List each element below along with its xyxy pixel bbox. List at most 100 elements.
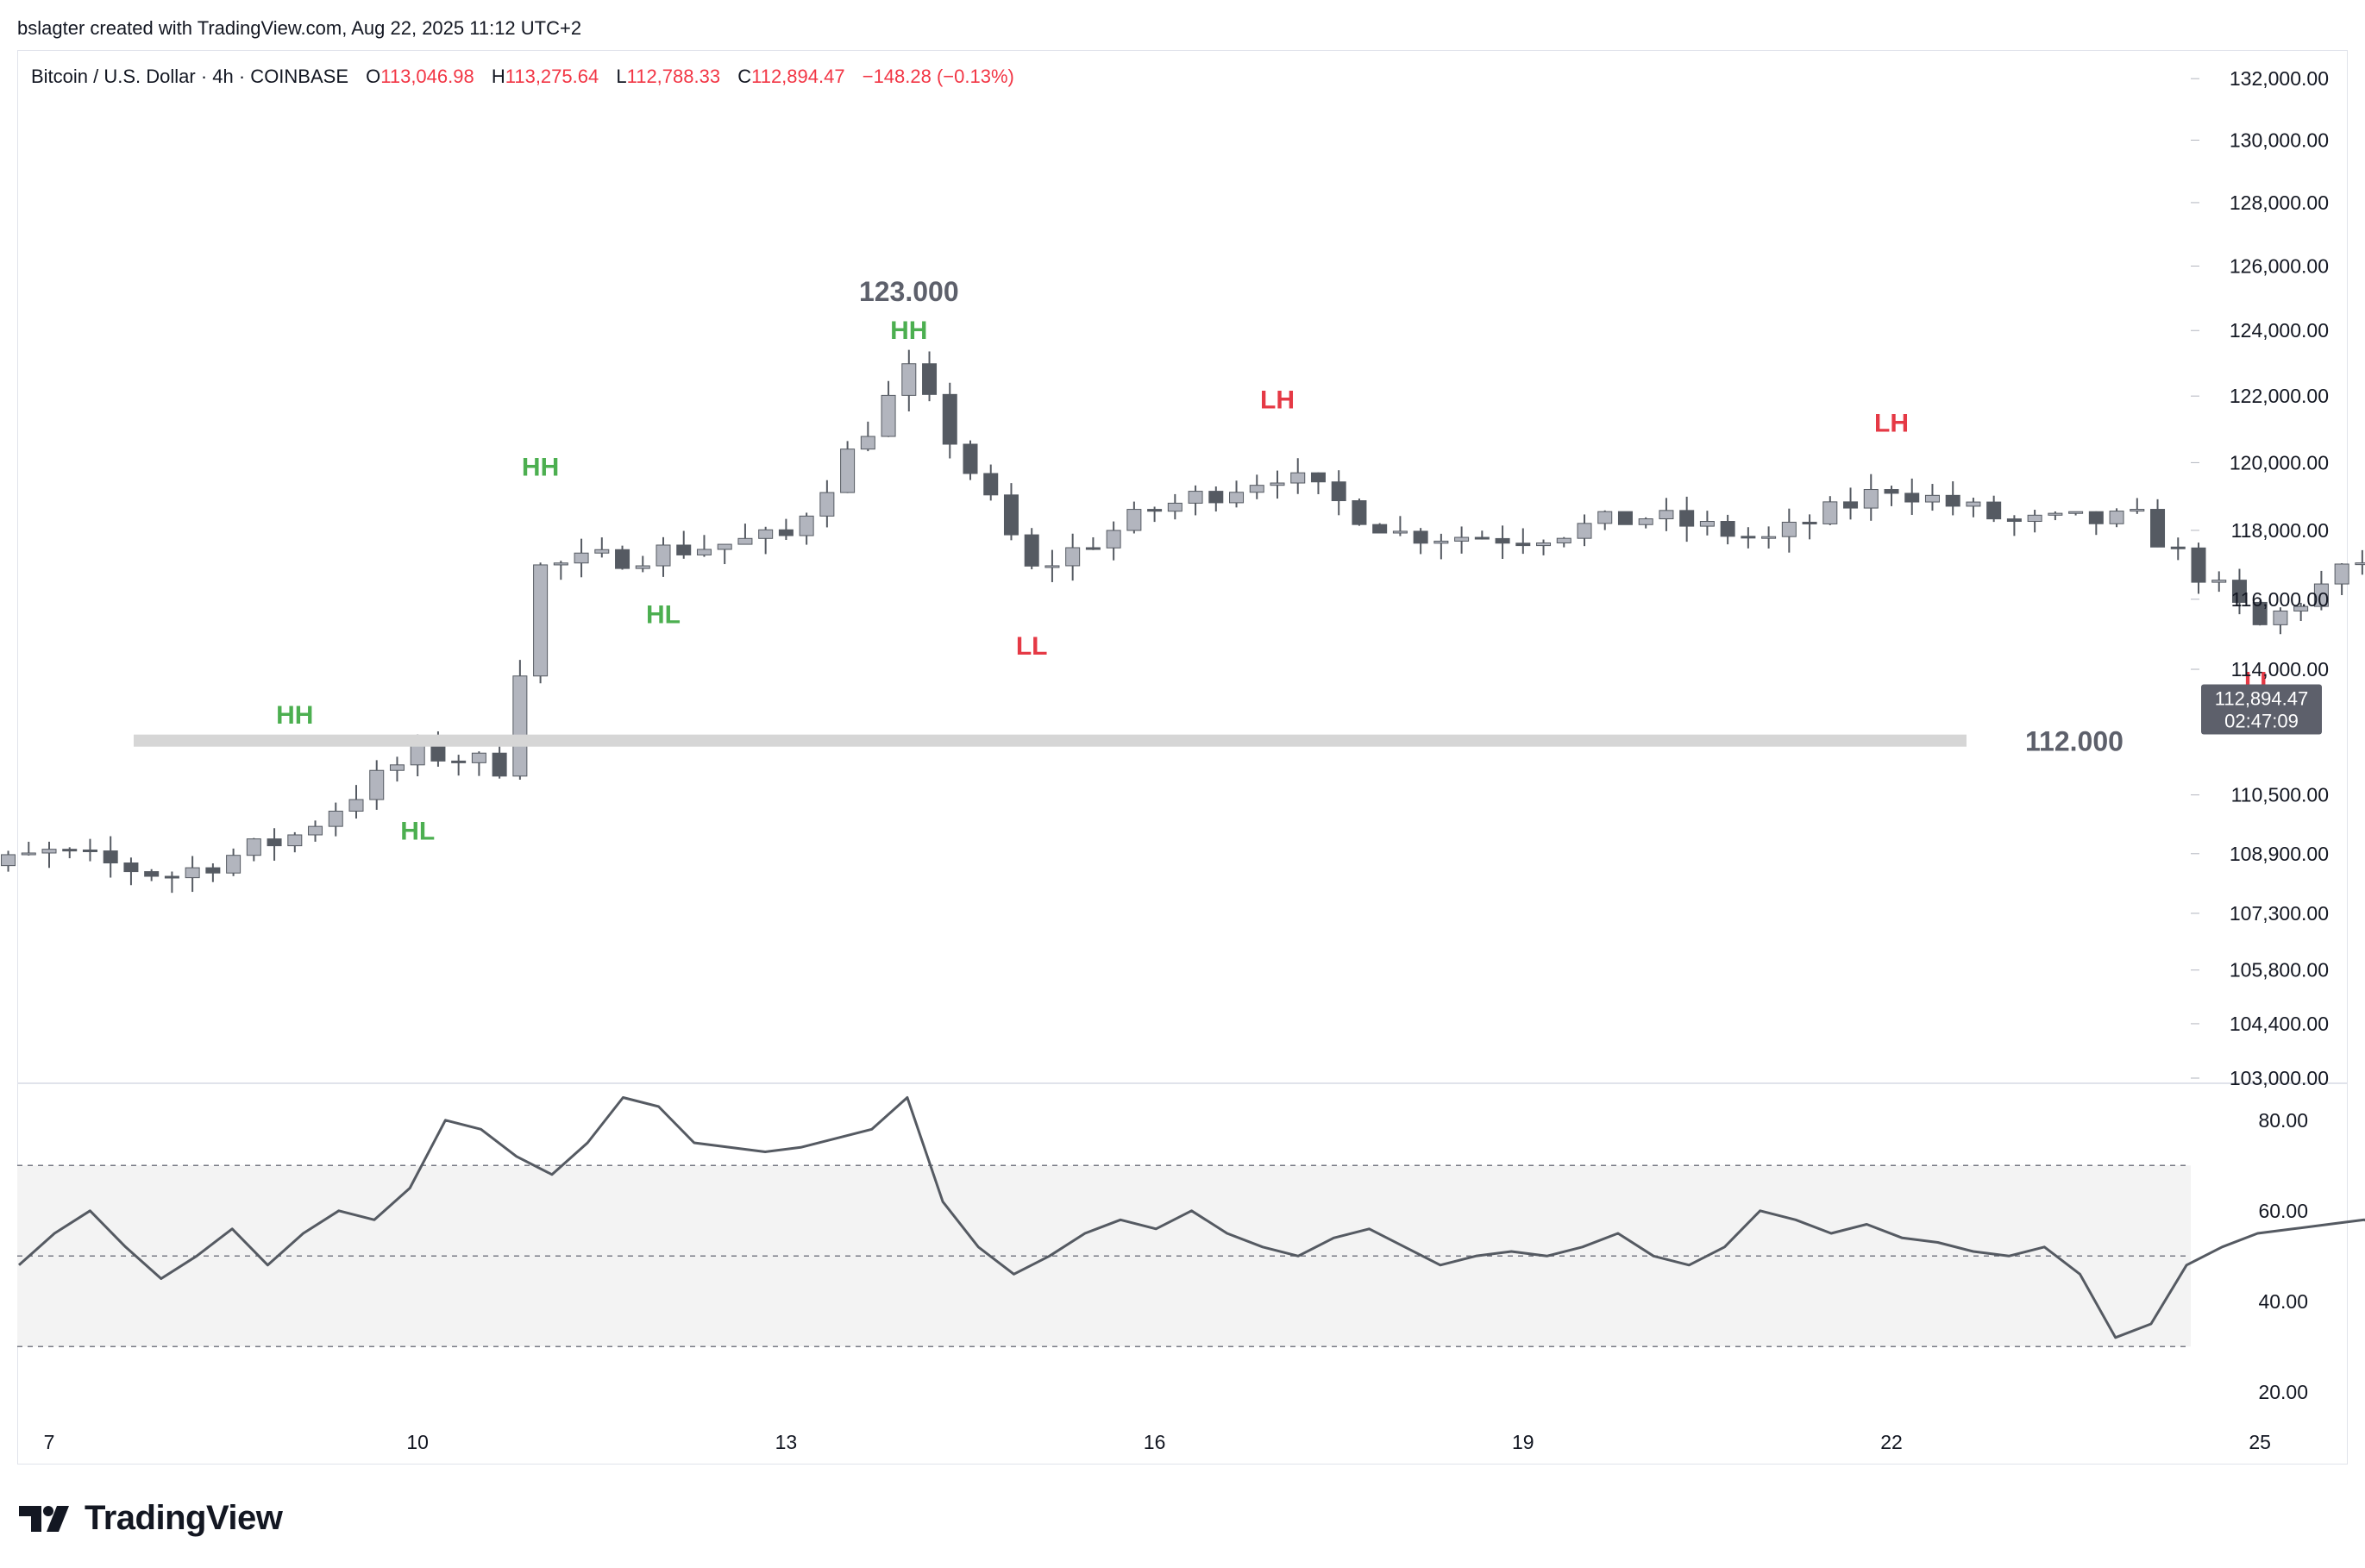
candlestick[interactable] bbox=[1208, 486, 1224, 512]
candlestick[interactable] bbox=[860, 421, 875, 452]
candlestick[interactable] bbox=[1270, 470, 1285, 499]
candlestick[interactable] bbox=[471, 751, 486, 776]
candlestick[interactable] bbox=[1617, 511, 1633, 525]
candlestick[interactable] bbox=[799, 512, 814, 545]
candlestick[interactable] bbox=[656, 536, 671, 577]
candlestick[interactable] bbox=[1904, 478, 1920, 516]
candlestick[interactable] bbox=[819, 480, 835, 528]
candlestick[interactable] bbox=[1229, 480, 1245, 508]
candlestick[interactable] bbox=[2109, 508, 2124, 528]
candlestick[interactable] bbox=[308, 820, 323, 842]
candlestick[interactable] bbox=[1720, 514, 1735, 545]
candlestick[interactable] bbox=[2006, 515, 2022, 536]
candlestick[interactable] bbox=[2191, 543, 2206, 594]
candlestick[interactable] bbox=[287, 831, 303, 853]
candlestick[interactable] bbox=[328, 802, 343, 837]
candlestick[interactable] bbox=[1577, 514, 1592, 547]
candlestick[interactable] bbox=[1454, 526, 1470, 554]
candlestick[interactable] bbox=[1638, 517, 1653, 529]
candlestick[interactable] bbox=[1044, 549, 1060, 582]
candlestick[interactable] bbox=[1536, 539, 1552, 555]
candlestick[interactable] bbox=[901, 349, 917, 411]
candlestick[interactable] bbox=[533, 562, 549, 684]
candlestick[interactable] bbox=[1106, 521, 1121, 561]
candlestick[interactable] bbox=[267, 828, 282, 861]
candlestick[interactable] bbox=[1884, 486, 1899, 506]
candlestick[interactable] bbox=[2211, 571, 2227, 593]
candlestick[interactable] bbox=[1126, 501, 1142, 534]
candlestick[interactable] bbox=[2048, 511, 2063, 521]
candlestick[interactable] bbox=[1167, 493, 1182, 520]
candlestick[interactable] bbox=[2293, 602, 2309, 622]
candlestick[interactable] bbox=[1741, 527, 1756, 549]
candlestick[interactable] bbox=[1024, 528, 1039, 570]
candlestick[interactable] bbox=[348, 785, 364, 819]
candlestick[interactable] bbox=[1802, 514, 1817, 540]
candlestick[interactable] bbox=[840, 441, 856, 493]
candlestick[interactable] bbox=[717, 543, 732, 565]
candlestick[interactable] bbox=[144, 869, 160, 881]
candlestick[interactable] bbox=[1843, 487, 1859, 520]
candlestick[interactable] bbox=[1392, 516, 1408, 536]
candlestick[interactable] bbox=[2027, 510, 2042, 533]
candlestick[interactable] bbox=[1986, 495, 2002, 523]
candlestick[interactable] bbox=[2355, 549, 2365, 575]
candlestick[interactable] bbox=[205, 862, 221, 882]
candlestick[interactable] bbox=[574, 538, 589, 578]
candlestick[interactable] bbox=[41, 841, 57, 869]
candlestick[interactable] bbox=[1761, 526, 1777, 549]
candlestick[interactable] bbox=[185, 856, 200, 893]
candlestick[interactable] bbox=[512, 660, 528, 780]
candlestick[interactable] bbox=[164, 871, 179, 894]
candlestick[interactable] bbox=[942, 382, 957, 459]
candlestick[interactable] bbox=[246, 837, 261, 862]
candlestick[interactable] bbox=[1003, 483, 1019, 541]
candlestick[interactable] bbox=[1310, 472, 1326, 494]
candlestick[interactable] bbox=[369, 760, 385, 810]
candlestick[interactable] bbox=[492, 746, 507, 779]
candlestick[interactable] bbox=[676, 530, 692, 559]
candlestick[interactable] bbox=[594, 537, 610, 558]
candlestick[interactable] bbox=[1413, 528, 1428, 555]
candlestick[interactable] bbox=[1659, 498, 1674, 531]
candlestick[interactable] bbox=[2231, 568, 2247, 615]
candlestick[interactable] bbox=[1188, 485, 1203, 516]
candlestick[interactable] bbox=[2130, 498, 2145, 514]
candlestick[interactable] bbox=[737, 524, 753, 545]
candlestick[interactable] bbox=[103, 836, 118, 878]
candlestick[interactable] bbox=[983, 464, 999, 501]
candlestick[interactable] bbox=[758, 526, 774, 555]
candlestick[interactable] bbox=[1331, 470, 1346, 516]
candlestick[interactable] bbox=[389, 756, 405, 782]
candlestick[interactable] bbox=[1966, 498, 1981, 517]
candlestick[interactable] bbox=[1679, 496, 1695, 543]
candlestick[interactable] bbox=[963, 440, 978, 480]
candlestick[interactable] bbox=[2150, 499, 2166, 548]
candlestick[interactable] bbox=[1781, 508, 1797, 553]
candlestick[interactable] bbox=[1822, 496, 1838, 525]
candlestick[interactable] bbox=[451, 755, 467, 776]
candlestick[interactable] bbox=[2068, 511, 2084, 516]
candlestick[interactable] bbox=[553, 561, 568, 580]
candlestick[interactable] bbox=[1556, 536, 1571, 548]
candlestick[interactable] bbox=[1699, 511, 1715, 536]
candlestick[interactable] bbox=[1945, 481, 1960, 516]
candlestick[interactable] bbox=[1065, 533, 1081, 581]
candlestick[interactable] bbox=[1515, 528, 1531, 555]
candlestick[interactable] bbox=[2334, 562, 2349, 595]
tradingview-logo[interactable]: TradingView bbox=[19, 1499, 283, 1538]
candlestick[interactable] bbox=[1352, 498, 1367, 526]
candlestick[interactable] bbox=[2170, 537, 2186, 561]
candlestick[interactable] bbox=[226, 848, 242, 876]
candlestick[interactable] bbox=[1, 850, 16, 872]
candlestick[interactable] bbox=[2313, 570, 2329, 611]
candlestick[interactable] bbox=[922, 351, 938, 402]
candlestick[interactable] bbox=[635, 555, 650, 573]
candlestick[interactable] bbox=[2273, 607, 2288, 635]
candlestick[interactable] bbox=[1290, 458, 1306, 494]
candlestick[interactable] bbox=[2088, 511, 2104, 536]
candlestick[interactable] bbox=[1085, 536, 1101, 550]
candlestick[interactable] bbox=[21, 841, 36, 856]
candlestick[interactable] bbox=[1249, 474, 1264, 499]
